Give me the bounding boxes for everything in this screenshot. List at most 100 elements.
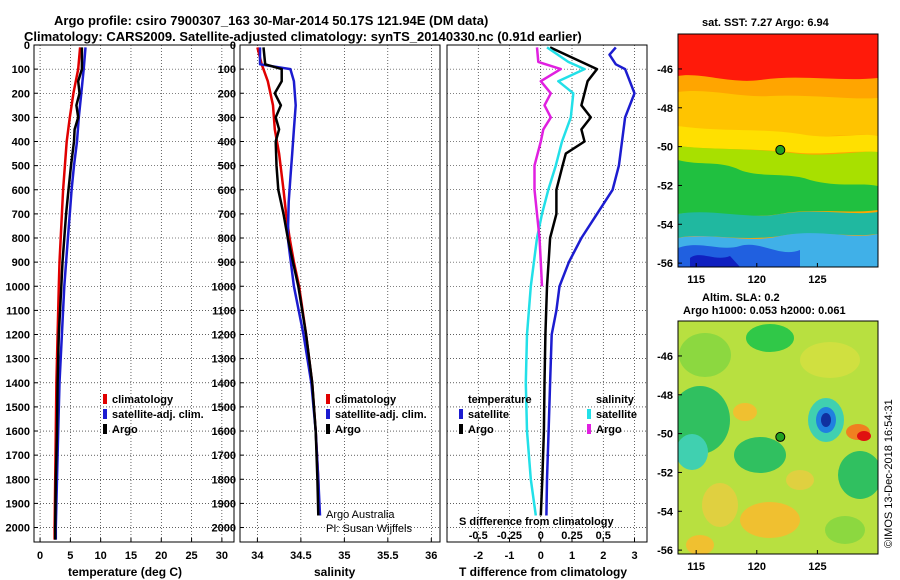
depth-tick-label: 1100 [6,305,30,317]
depth-tick-label: 900 [218,257,236,269]
legend-s-satellite-swatch [587,409,591,419]
s-tick-label: -0.25 [497,530,522,542]
s-tick-label: 0 [538,530,544,542]
depth-tick-label: 1300 [212,354,236,366]
depth-tick-label: 2000 [6,523,30,535]
depth-tick-label: 1600 [6,426,30,438]
legend-argo-swatch [326,424,330,434]
legend-t-satellite-label: satellite [468,409,509,421]
imos-watermark: ©IMOS 13-Dec-2018 16:54:31 [883,399,895,548]
series-line-salinity-satellite [524,46,586,516]
x-tick-label: 30 [216,550,228,562]
legend-t-argo-swatch [459,424,463,434]
x-tick-label: 15 [125,550,137,562]
map-x-tick-label: 115 [687,561,705,573]
legend-s-argo-label: Argo [596,424,622,436]
legend-satellite-swatch [326,409,330,419]
legend-temperature-heading: temperature [468,394,532,406]
depth-tick-label: 800 [12,233,30,245]
x-tick-label: 1 [569,550,575,562]
depth-tick-label: 1500 [212,402,236,414]
legend-satellite-label: satellite-adj. clim. [112,409,204,421]
credit-line1: Argo Australia [326,509,395,521]
difference-legend: temperature salinity satellite Argo sate… [459,394,637,436]
credit-line2: PI: Susan Wijffels [326,523,412,535]
depth-tick-label: 700 [218,209,236,221]
x-tick-label: 3 [631,550,637,562]
sla-map: Altim. SLA: 0.2 Argo h1000: 0.053 h2000:… [657,292,879,573]
sla-map-frame [677,320,879,555]
map-y-tick-label: -46 [657,351,673,363]
sst-map-image [678,34,878,267]
depth-tick-label: 1400 [212,378,236,390]
legend-s-satellite-label: satellite [596,409,637,421]
depth-tick-label: 1100 [212,305,236,317]
depth-tick-label: 100 [12,64,30,76]
x-tick-label: 5 [67,550,73,562]
depth-tick-label: 400 [218,137,236,149]
map-y-tick-label: -46 [657,64,673,76]
depth-tick-label: 0 [230,40,236,52]
depth-tick-label: 100 [218,64,236,76]
legend-climatology-swatch [326,394,330,404]
legend-t-satellite-swatch [459,409,463,419]
legend-s-argo-swatch [587,424,591,434]
sst-map-title: sat. SST: 7.27 Argo: 6.94 [702,17,830,29]
legend-argo-swatch [103,424,107,434]
depth-tick-label: 1900 [6,498,30,510]
depth-tick-label: 200 [218,88,236,100]
sla-map-subtitle: Argo h1000: 0.053 h2000: 0.061 [683,305,846,317]
s-tick-label: 0.25 [561,530,582,542]
map-y-tick-label: -52 [657,180,673,192]
map-y-tick-label: -52 [657,467,673,479]
map-y-tick-label: -50 [657,142,673,154]
x-tick-label: 25 [185,550,197,562]
x-tick-label: 35 [338,550,350,562]
x-tick-label: 2 [600,550,606,562]
map-x-tick-label: 115 [687,274,705,286]
depth-tick-label: 600 [12,185,30,197]
x-tick-label: -1 [505,550,515,562]
chart-title-line2: Climatology: CARS2009. Satellite-adjuste… [24,29,582,44]
depth-tick-label: 900 [12,257,30,269]
map-x-tick-label: 120 [748,561,766,573]
depth-tick-label: 300 [12,112,30,124]
legend-argo-label: Argo [335,424,361,436]
salinity-xlabel: salinity [314,565,356,579]
x-tick-label: 0 [37,550,43,562]
map-y-tick-label: -48 [657,390,673,402]
legend-t-argo-label: Argo [468,424,494,436]
salinity-legend: climatology satellite-adj. clim. Argo [326,394,427,436]
map-y-tick-label: -54 [657,219,674,231]
map-y-tick-label: -56 [657,258,673,270]
depth-tick-label: 1800 [6,474,30,486]
x-tick-label: 34 [251,550,264,562]
depth-tick-label: 1400 [6,378,30,390]
depth-tick-label: 1300 [6,354,30,366]
x-tick-label: 35.5 [377,550,398,562]
t-difference-xlabel: T difference from climatology [459,565,627,579]
s-tick-label: -0.5 [469,530,488,542]
depth-tick-label: 300 [218,112,236,124]
map-x-tick-label: 125 [808,561,826,573]
depth-tick-label: 600 [218,185,236,197]
temperature-panel: 0100200300400500600700800900100011001200… [6,40,235,579]
sst-map: sat. SST: 7.27 Argo: 6.94 -46 -48 -50 -52 -5… [657,17,879,286]
depth-tick-label: 200 [12,88,30,100]
series-line-argo [53,47,84,540]
depth-tick-label: 1700 [212,450,236,462]
legend-climatology-label: climatology [112,394,174,406]
map-y-tick-label: -48 [657,103,673,115]
legend-climatology-swatch [103,394,107,404]
depth-tick-label: 1700 [6,450,30,462]
depth-tick-label: 1000 [6,281,30,293]
legend-satellite-swatch [103,409,107,419]
depth-tick-label: 400 [12,137,30,149]
x-tick-label: 36 [425,550,437,562]
x-tick-label: 20 [155,550,167,562]
s-tick-label: 0.5 [596,530,611,542]
depth-tick-label: 1200 [6,330,30,342]
sla-map-title: Altim. SLA: 0.2 [702,292,780,304]
salinity-panel: 0 100 200 300 400 500 600 700 800 900 1000 1100 1200… [212,40,441,579]
